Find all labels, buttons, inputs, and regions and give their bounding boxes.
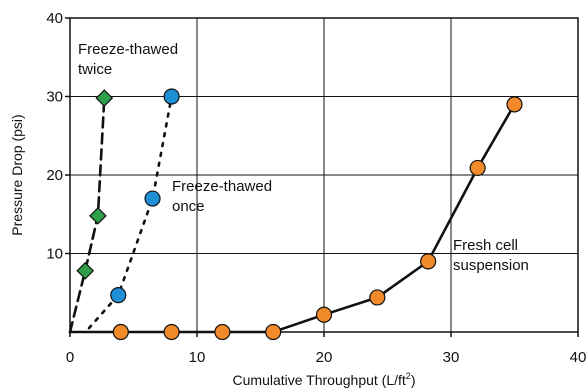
data-point-once [144, 190, 161, 207]
data-point-fresh [469, 159, 486, 177]
x-axis-label-superscript: 2 [406, 371, 411, 381]
axis-ticks: 0 10 20 30 40 10 20 30 40 [46, 10, 586, 366]
series-markers [76, 88, 523, 341]
y-tick-label: 20 [46, 167, 63, 184]
series-label-line: Freeze-thawed [78, 41, 178, 58]
series-lines [68, 95, 516, 334]
data-point-twice [76, 261, 95, 280]
data-point-fresh [420, 253, 437, 270]
x-tick-label: 20 [316, 349, 333, 366]
series-label-twice: Freeze-thawed twice [78, 41, 178, 78]
x-axis-label-main: Cumulative Throughput (L/ft [233, 372, 406, 388]
series-label-line: Freeze-thawed [172, 178, 272, 195]
series-label-fresh: Fresh cell suspension [453, 237, 529, 274]
grid [70, 18, 578, 332]
y-tick-label: 40 [46, 10, 63, 27]
data-point-fresh [112, 323, 129, 341]
series-label-once: Freeze-thawed once [172, 178, 272, 215]
series-line-once [87, 95, 173, 330]
data-point-twice [89, 206, 107, 225]
x-axis-label: Cumulative Throughput (L/ft2) [233, 371, 416, 388]
data-point-fresh [506, 96, 523, 113]
data-point-fresh [369, 289, 386, 306]
data-point-fresh [163, 323, 180, 341]
series-label-line: suspension [453, 257, 529, 274]
data-point-once [110, 287, 127, 304]
series-label-line: twice [78, 61, 112, 78]
data-point-fresh [214, 323, 231, 341]
series-line-twice [68, 96, 106, 334]
y-tick-label: 30 [46, 89, 63, 106]
series-label-line: Fresh cell [453, 237, 518, 254]
data-point-fresh [315, 306, 333, 323]
x-tick-label: 30 [443, 349, 460, 366]
y-axis-label: Pressure Drop (psi) [9, 114, 25, 235]
x-tick-label: 10 [189, 349, 206, 366]
data-point-fresh [265, 323, 282, 341]
x-tick-label: 0 [66, 349, 74, 366]
data-point-once [163, 88, 180, 105]
series-line-fresh [68, 103, 516, 334]
series-annotations: Freeze-thawed twice Freeze-thawed once Fresh… [78, 41, 529, 274]
y-tick-label: 10 [46, 246, 63, 263]
data-point-twice [95, 89, 114, 107]
x-tick-label: 40 [570, 349, 587, 366]
x-axis-label-suffix: ) [411, 372, 416, 388]
series-label-line: once [172, 198, 205, 215]
